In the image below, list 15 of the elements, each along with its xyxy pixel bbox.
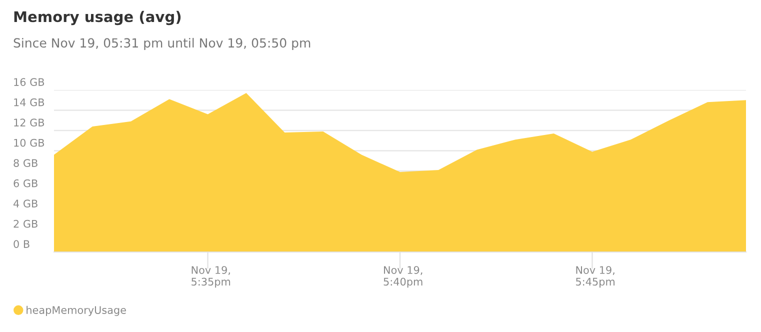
x-tick-label: Nov 19, 5:45pm	[576, 266, 614, 288]
y-tick-label: 6 GB	[14, 179, 38, 188]
y-tick-label: 8 GB	[14, 159, 38, 167]
y-tick-label: 0 B	[14, 240, 30, 248]
y-tick-label: 2 GB	[14, 220, 38, 228]
y-tick-label: 12 GB	[14, 118, 44, 126]
y-tick-label: 16 GB	[14, 78, 44, 86]
chart-title: Memory usage (avg)	[14, 10, 181, 26]
x-tick-label: Nov 19, 5:40pm	[384, 266, 422, 288]
y-tick-label: 4 GB	[14, 200, 38, 208]
y-tick-label: 10 GB	[14, 138, 44, 147]
x-tick-label: Nov 19, 5:35pm	[192, 266, 230, 288]
y-tick-label: 14 GB	[14, 98, 44, 106]
legend-label: heapMemoryUsage	[26, 306, 126, 316]
chart-subtitle: Since Nov 19, 05:31 pm until Nov 19, 05:50 pm	[14, 38, 310, 50]
